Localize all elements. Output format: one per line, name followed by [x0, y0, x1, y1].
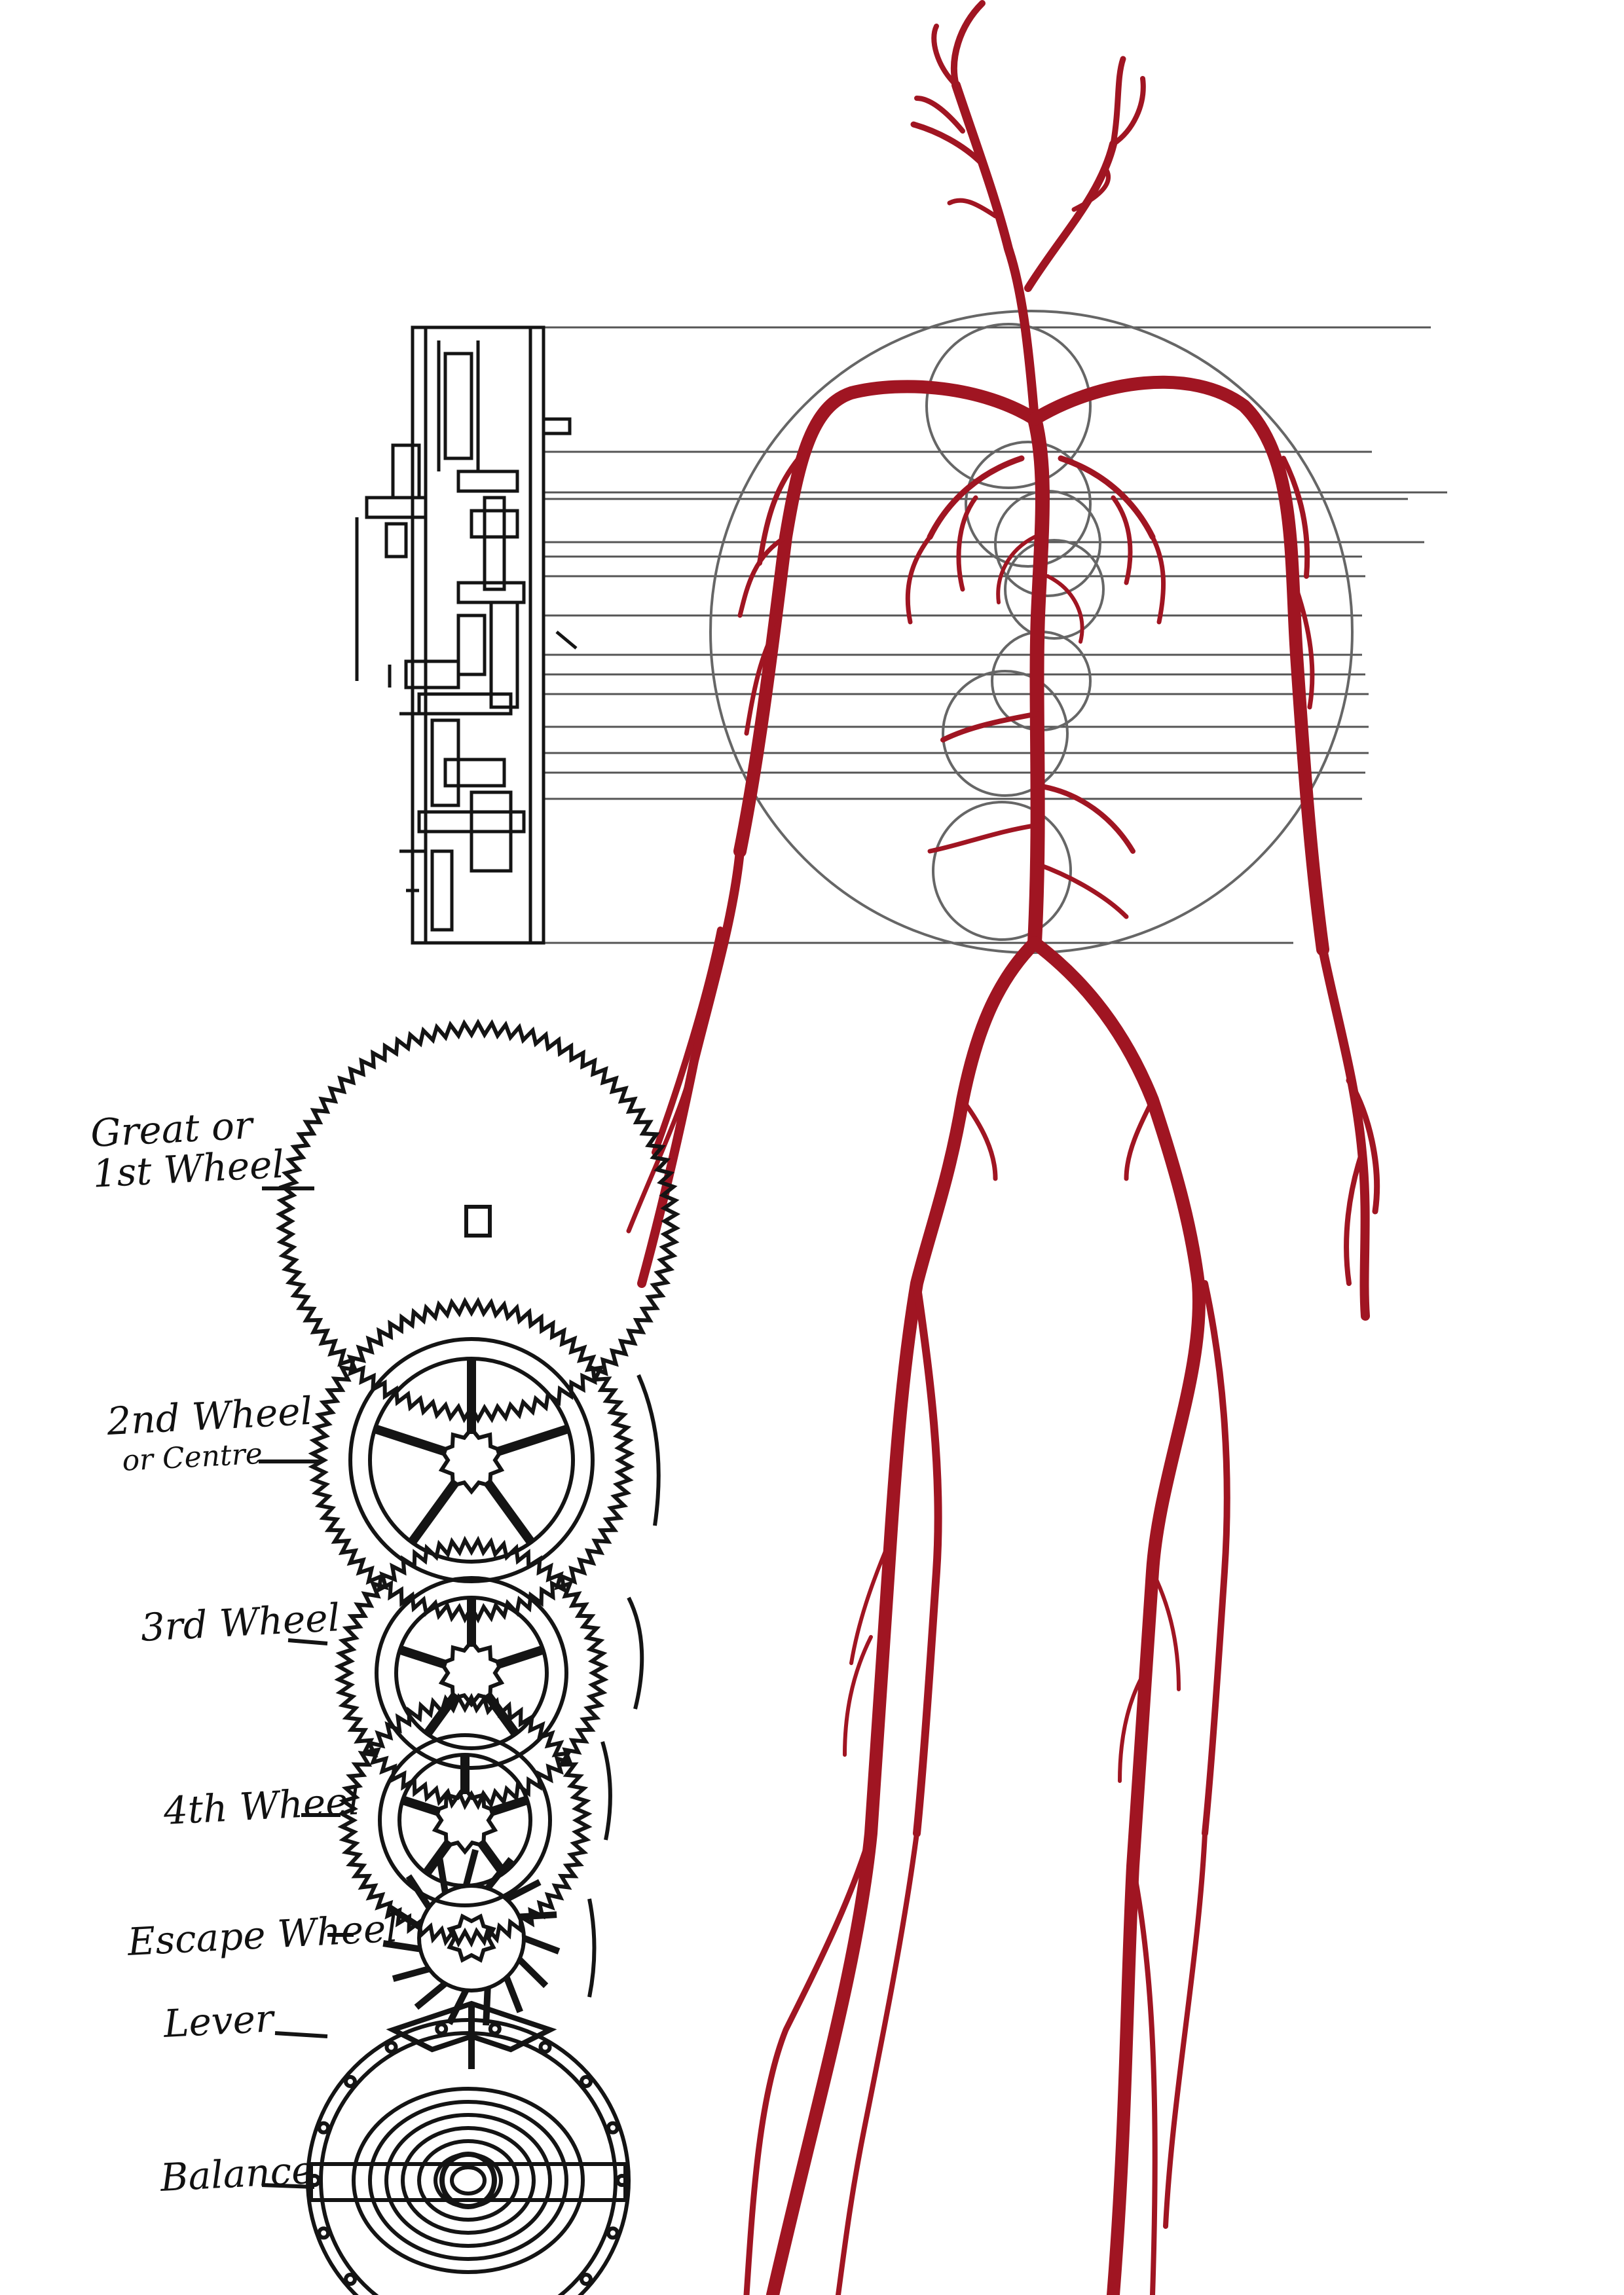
rotation-arrows — [259, 1186, 661, 2189]
third-wheel-pinion — [438, 1638, 505, 1708]
lever — [386, 2000, 557, 2069]
great-wheel-teeth — [275, 1018, 681, 1424]
guide-lines — [413, 326, 1447, 944]
balance-screw — [343, 2074, 357, 2088]
second-wheel-spoke — [494, 1424, 570, 1457]
balance-staff — [439, 2152, 497, 2209]
escape-wheel-rim — [417, 1884, 526, 1992]
label-great-wheel-line2: 1st Wheel — [91, 1141, 286, 1196]
third-wheel-rim — [375, 1576, 568, 1770]
great-wheel — [275, 1018, 681, 1424]
second-wheel-rim — [348, 1337, 595, 1583]
balance-screw — [343, 2273, 357, 2286]
label-balance-text: Balance — [159, 2147, 315, 2200]
escape-wheel-pinion — [447, 1913, 496, 1963]
escape-wheel-teeth — [382, 1848, 561, 2026]
third-wheel — [334, 1535, 609, 1810]
label-fourth-wheel: 4th Wheel — [162, 1778, 361, 1833]
hairspring-coil — [352, 2087, 585, 2274]
label-lever: Lever — [162, 1996, 275, 2046]
second-wheel-spoke — [408, 1478, 460, 1545]
watch-gear-train — [275, 1018, 681, 2295]
second-wheel-teeth — [308, 1296, 635, 1624]
balance-screw — [580, 2074, 593, 2088]
balance-screw — [606, 2121, 619, 2135]
escape-wheel — [382, 1848, 561, 2026]
label-second-wheel-line1: 2nd Wheel — [105, 1388, 314, 1444]
second-wheel-pinion — [438, 1425, 505, 1495]
hairspring-coil — [384, 2113, 552, 2248]
clock-movement-elevation — [355, 325, 578, 945]
label-third-wheel: 3rd Wheel — [139, 1595, 341, 1650]
balance-screw — [580, 2273, 593, 2286]
label-lever-text: Lever — [162, 1996, 275, 2046]
balance-wheel — [306, 2018, 631, 2295]
balance-arm — [309, 2162, 627, 2202]
label-balance: Balance — [159, 2147, 315, 2200]
fourth-wheel-pinion — [432, 1786, 498, 1855]
arterial-system — [626, 0, 1380, 2295]
balance-screw — [606, 2226, 619, 2240]
balance-screw — [317, 2226, 331, 2240]
balance-screw — [488, 2022, 502, 2036]
balance-screw — [435, 2022, 449, 2036]
hairspring-coil — [450, 2165, 487, 2195]
label-great-wheel: Great or 1st Wheel — [90, 1103, 286, 1196]
balance-screw — [384, 2040, 398, 2054]
second-wheel-spoke — [483, 1478, 535, 1545]
second-wheel-spoke — [373, 1424, 449, 1457]
label-second-wheel: 2nd Wheel or Centre — [105, 1388, 316, 1482]
balance-screw — [317, 2121, 331, 2135]
fourth-wheel-rim — [378, 1733, 552, 1907]
third-wheel-teeth — [334, 1535, 609, 1810]
great-wheel-arbor — [464, 1205, 492, 1238]
balance-screw — [538, 2040, 552, 2054]
hairspring-coil — [401, 2126, 536, 2235]
second-wheel — [308, 1296, 635, 1624]
hairspring-coil — [368, 2100, 568, 2261]
hairspring-coil — [417, 2139, 519, 2222]
